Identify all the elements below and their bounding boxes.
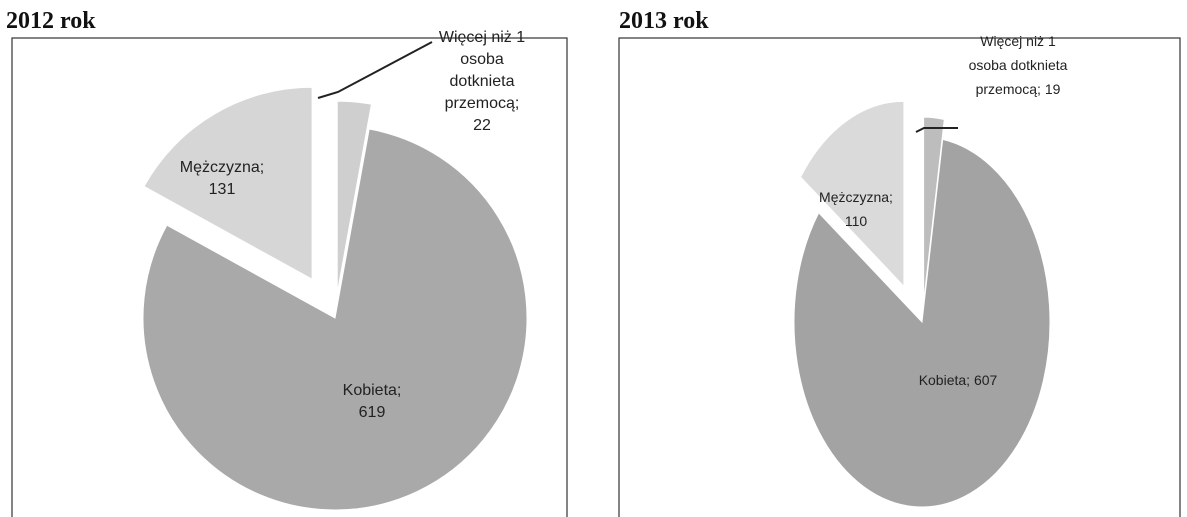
label-line: przemocą; — [976, 81, 1041, 97]
data-label-name: Mężczyzna; — [819, 189, 893, 205]
label-line: Mężczyzna; — [819, 189, 893, 205]
label-line: Mężczyzna; — [180, 159, 264, 176]
chart-frame — [618, 37, 1181, 517]
chart-frame — [11, 37, 568, 517]
data-label-value: 22 — [473, 117, 491, 134]
label-line: osoba — [460, 51, 504, 68]
pie-slice — [793, 138, 1051, 508]
pie-slice — [336, 100, 373, 294]
leader-line — [317, 41, 433, 99]
pie-slice — [142, 128, 528, 511]
data-label-name: Kobieta; — [343, 382, 402, 399]
data-label-name: Więcej niż 1 osoba dotknieta przemocą; — [969, 33, 1068, 97]
pie-slice — [923, 116, 945, 303]
data-label-name: Więcej niż 1 osoba dotknieta przemocą; — [439, 29, 525, 112]
data-label-value: 110 — [845, 213, 868, 229]
data-label-value: 19 — [1045, 81, 1061, 97]
label-line: Kobieta; — [919, 372, 970, 388]
data-label-value: 607 — [974, 372, 998, 388]
data-label-value: 619 — [359, 404, 386, 421]
pie-slice — [143, 86, 313, 281]
label-line: Kobieta; — [343, 382, 402, 399]
data-label-name: Mężczyzna; — [180, 159, 264, 176]
data-label-name: Kobieta; — [919, 372, 970, 388]
label-line: przemocą; — [445, 95, 520, 112]
pie-slice — [799, 100, 905, 288]
leader-line — [915, 127, 958, 133]
label-line: dotknieta — [450, 73, 515, 90]
chart-title: 2013 rok — [619, 8, 709, 34]
chart-title: 2012 rok — [6, 8, 96, 34]
label-line: osoba dotknieta — [969, 57, 1068, 73]
data-label-value: 131 — [209, 181, 236, 198]
label-line: Więcej niż 1 — [980, 33, 1056, 49]
label-line: Więcej niż 1 — [439, 29, 525, 46]
